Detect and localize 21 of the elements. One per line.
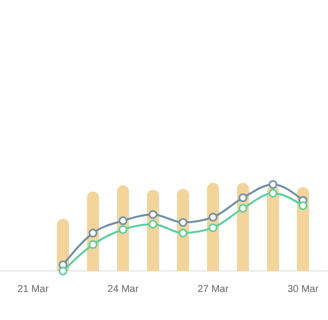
- x-tick-label: 27 Mar: [197, 284, 230, 295]
- point: [178, 228, 188, 238]
- point: [118, 225, 128, 234]
- point: [118, 216, 128, 226]
- x-tick-label: 21 Mar: [17, 284, 50, 295]
- point: [88, 240, 98, 249]
- point: [58, 266, 68, 276]
- point: [148, 220, 158, 229]
- point: [88, 228, 98, 238]
- point: [148, 210, 158, 219]
- point: [178, 218, 188, 227]
- point: [268, 180, 278, 189]
- point: [238, 204, 248, 213]
- point: [208, 212, 218, 222]
- point: [238, 193, 248, 202]
- x-tick-label: 30 Mar: [287, 284, 320, 295]
- bar: [267, 185, 279, 271]
- point: [298, 201, 308, 210]
- x-tick-label: 24 Mar: [107, 284, 140, 295]
- point: [268, 188, 278, 198]
- point: [208, 223, 218, 232]
